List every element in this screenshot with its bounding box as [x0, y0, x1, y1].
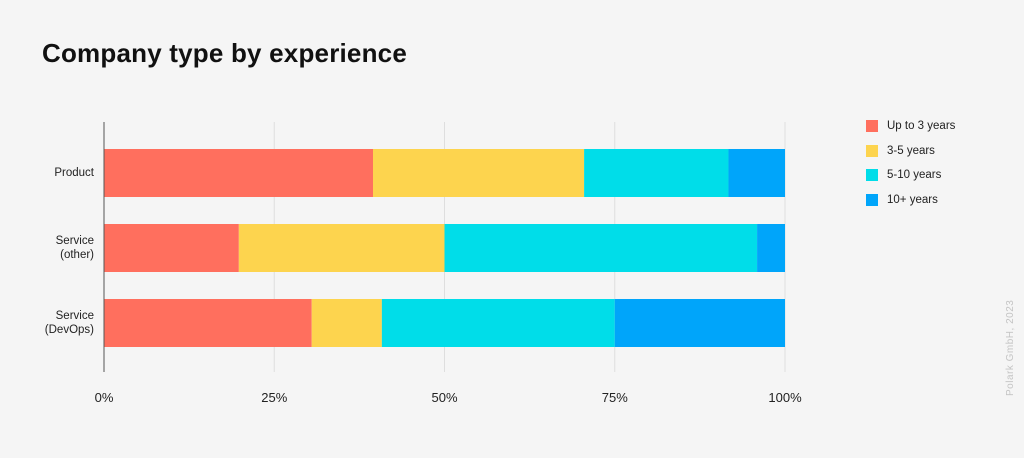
legend-item: 10+ years: [866, 192, 955, 208]
bar-segment: [757, 224, 785, 272]
bar-segment: [104, 299, 312, 347]
bar-segment: [584, 149, 729, 197]
legend-swatch: [866, 144, 878, 157]
legend-item: 3-5 years: [866, 143, 955, 159]
x-tick-label: 50%: [431, 390, 457, 405]
chart-title: Company type by experience: [42, 38, 407, 68]
legend-label: 3-5 years: [887, 144, 935, 157]
x-tick-label: 75%: [602, 390, 628, 405]
x-tick-label: 100%: [768, 390, 802, 405]
credit-text: Polark GmbH, 2023: [1005, 299, 1016, 396]
legend-item: Up to 3 years: [866, 118, 955, 134]
legend-swatch: [866, 193, 878, 206]
bar-segment: [728, 149, 785, 197]
legend-label: Up to 3 years: [887, 120, 956, 132]
chart-legend: Up to 3 years 3-5 years 5-10 years 10+ y…: [866, 118, 955, 216]
legend-swatch: [866, 169, 878, 181]
bar-segment: [104, 224, 239, 272]
category-label: Service (DevOps): [45, 310, 94, 336]
category-label: Product: [54, 167, 94, 179]
bar-segment: [238, 224, 445, 272]
x-tick-label: 25%: [261, 390, 287, 405]
legend-swatch: [866, 120, 878, 132]
bar-segment: [311, 299, 382, 347]
bar-segment: [444, 224, 758, 272]
legend-item: 5-10 years: [866, 167, 955, 183]
bar-segment: [104, 149, 373, 197]
x-tick-label: 0%: [95, 390, 114, 405]
category-label: Service (other): [56, 235, 95, 261]
bar-segment: [381, 299, 615, 347]
legend-label: 5-10 years: [887, 169, 942, 181]
bar-segment: [372, 149, 585, 197]
legend-label: 10+ years: [887, 193, 938, 206]
bar-segment: [614, 299, 785, 347]
